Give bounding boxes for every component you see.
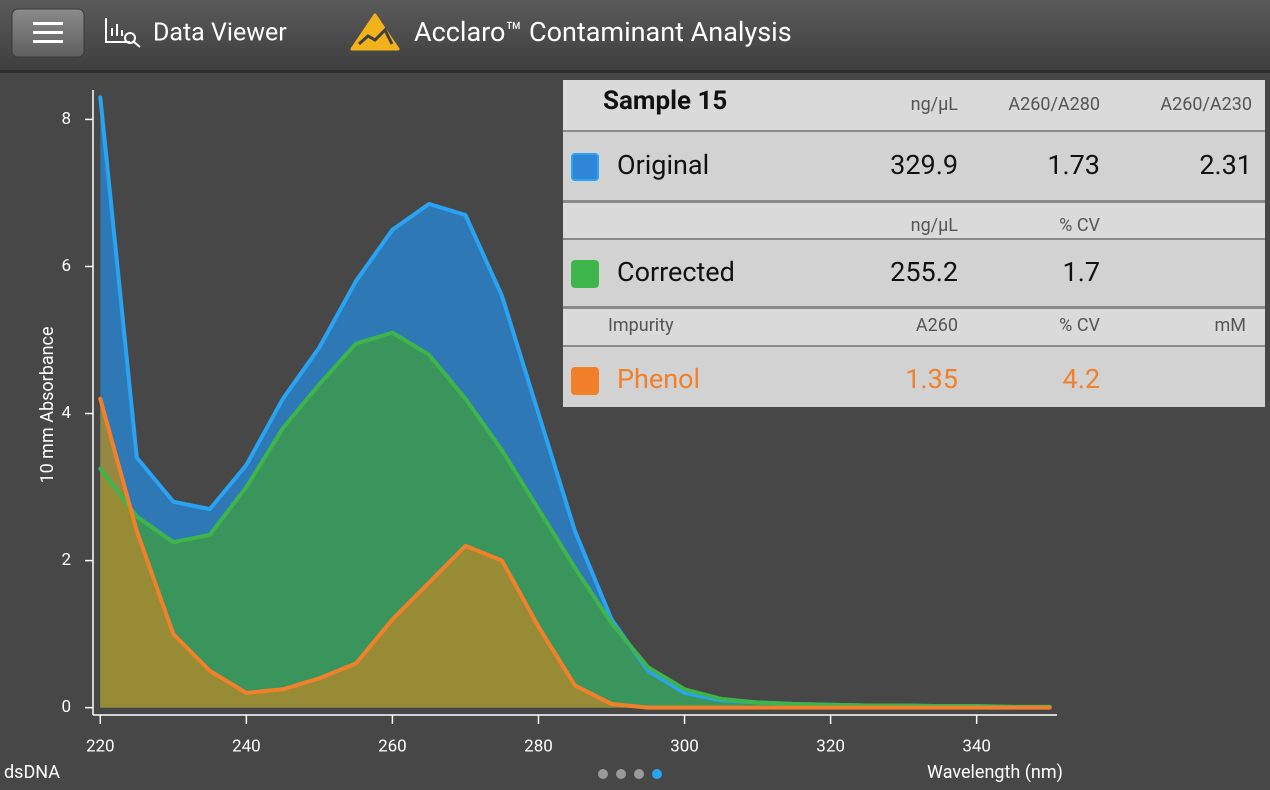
x-tick-label: 260 <box>378 736 407 756</box>
y-axis-label: 10 mm Absorbance <box>37 326 58 483</box>
y-tick-label: 4 <box>61 403 71 423</box>
x-tick-label: 240 <box>232 736 261 756</box>
column-header: A260 <box>916 315 958 336</box>
assay-label: dsDNA <box>4 762 60 783</box>
result-value: 329.9 <box>890 149 958 181</box>
top-bar-shadow <box>0 70 1270 73</box>
menu-button[interactable] <box>11 8 85 58</box>
series-name: Corrected <box>617 256 735 288</box>
panel-row <box>563 347 1265 407</box>
panel-row <box>563 203 1265 238</box>
x-tick-label: 280 <box>524 736 553 756</box>
series-name: Phenol <box>617 363 700 395</box>
x-tick-label: 340 <box>962 736 991 756</box>
y-tick-label: 6 <box>61 256 71 276</box>
result-value: 4.2 <box>1063 363 1100 395</box>
results-panel: Sample 15 ng/µL A260/A280 A260/A230 329.9 1.7… <box>563 80 1265 407</box>
panel-row <box>563 80 1265 130</box>
column-header: % CV <box>1059 315 1100 336</box>
series-swatch <box>571 260 599 288</box>
data-viewer-icon[interactable] <box>105 18 141 48</box>
column-header: Impurity <box>608 315 674 336</box>
y-tick-label: 2 <box>61 550 71 570</box>
top-bar <box>0 0 1270 70</box>
x-tick-label: 220 <box>86 736 115 756</box>
result-value: 1.7 <box>1063 256 1100 288</box>
result-value: 1.35 <box>905 363 958 395</box>
result-value: 2.31 <box>1199 149 1252 181</box>
series-line <box>98 396 1052 710</box>
series-line <box>98 330 1052 709</box>
column-header: mM <box>1215 315 1247 336</box>
y-tick-label: 0 <box>61 697 71 717</box>
result-value: 1.73 <box>1047 149 1100 181</box>
result-value: 255.2 <box>890 256 958 288</box>
series-swatch <box>571 367 599 395</box>
column-header: ng/µL <box>911 215 959 236</box>
area-fill <box>100 398 1050 708</box>
y-tick-label: 8 <box>61 109 71 129</box>
sample-name: Sample 15 <box>603 86 727 116</box>
panel-row <box>563 240 1265 306</box>
column-header: A260/A230 <box>1160 94 1252 115</box>
panel-row <box>563 132 1265 200</box>
page-indicator[interactable] <box>598 769 662 779</box>
x-axis-label: Wavelength (nm) <box>927 762 1063 783</box>
app-title: Acclaro™ Contaminant Analysis <box>414 16 792 48</box>
column-header: ng/µL <box>911 94 959 115</box>
series-swatch <box>571 153 599 181</box>
series-name: Original <box>617 149 709 181</box>
x-tick-label: 300 <box>670 736 699 756</box>
panel-row <box>563 309 1265 345</box>
x-tick-label: 320 <box>816 736 845 756</box>
chart: 0 2 4 6 8 220 240 260 280 300 320 340 <box>61 90 1057 756</box>
app-icon <box>350 13 400 51</box>
section-label[interactable]: Data Viewer <box>153 19 287 48</box>
area-fill <box>100 332 1050 708</box>
column-header: A260/A280 <box>1008 94 1100 115</box>
column-header: % CV <box>1059 215 1100 236</box>
